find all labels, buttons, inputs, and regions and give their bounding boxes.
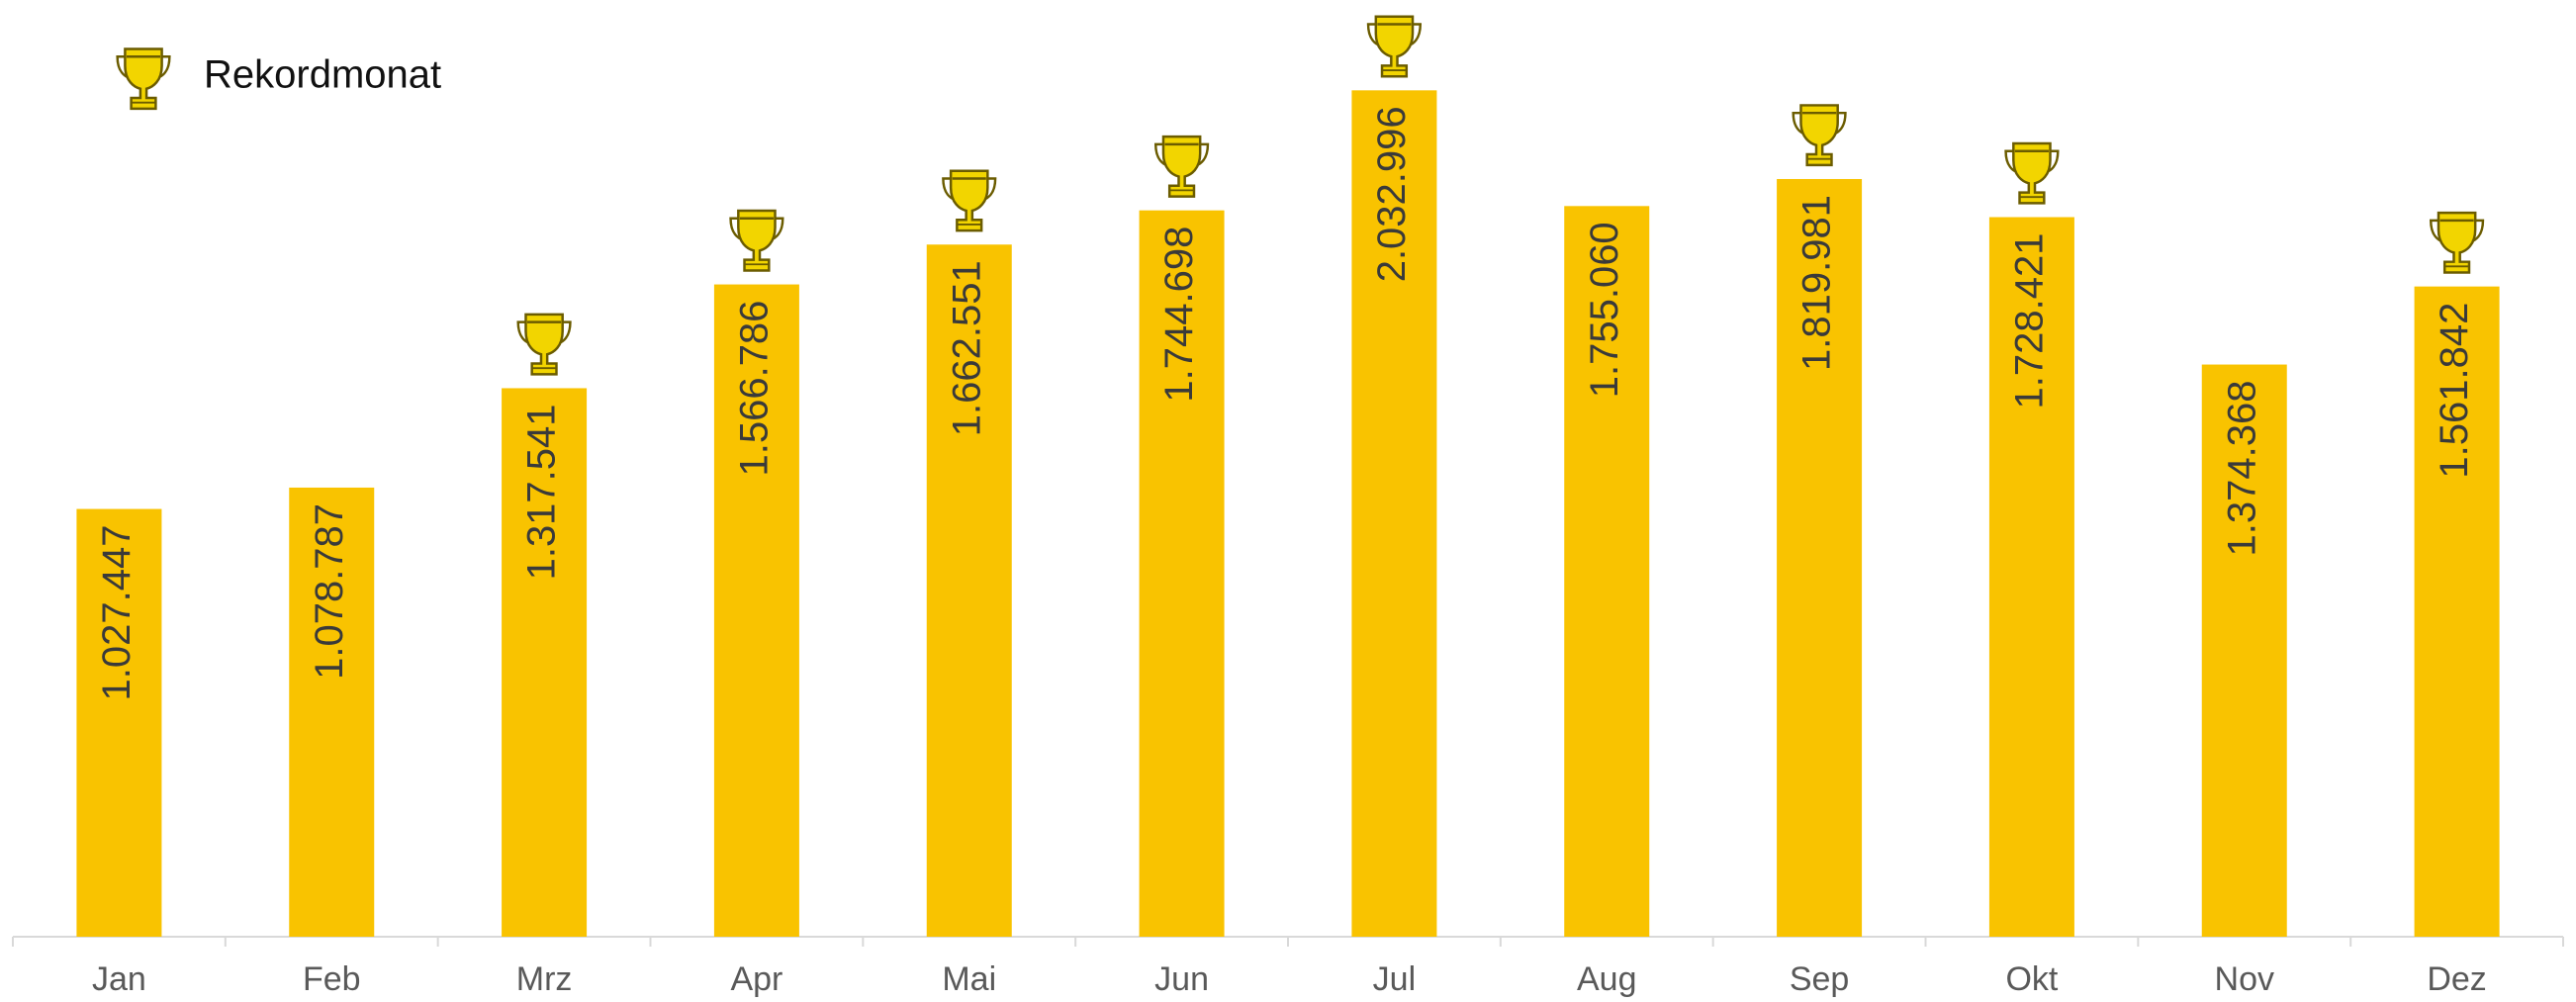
bar	[1351, 90, 1437, 937]
x-tick-label: Feb	[303, 960, 361, 998]
x-tick-label: Jul	[1373, 960, 1416, 998]
record-trophy	[942, 169, 997, 232]
value-label: 1.744.698	[1157, 227, 1201, 403]
bar	[2414, 286, 2500, 937]
bar	[502, 388, 588, 937]
bar	[1988, 217, 2074, 938]
bar	[1564, 206, 1650, 937]
x-tick-label: Apr	[730, 960, 782, 998]
value-label: 1.819.981	[1795, 195, 1839, 371]
x-tick-label: Dez	[2427, 960, 2486, 998]
value-label: 1.662.551	[945, 260, 988, 436]
record-trophy	[2004, 141, 2060, 205]
x-tick-label: Sep	[1790, 960, 1850, 998]
x-tick-label: Jun	[1154, 960, 1209, 998]
record-trophy	[516, 313, 572, 376]
x-tick-label: Nov	[2215, 960, 2274, 998]
value-label: 1.027.447	[95, 525, 138, 701]
x-tick-label: Aug	[1577, 960, 1637, 998]
value-label: 1.317.541	[520, 404, 564, 580]
bar	[76, 508, 162, 937]
legend-label: Rekordmonat	[204, 53, 441, 97]
record-trophy	[1366, 15, 1423, 78]
record-trophy	[2429, 211, 2485, 274]
value-label: 1.374.368	[2220, 381, 2263, 557]
bar	[1139, 210, 1225, 937]
value-label: 1.755.060	[1583, 222, 1626, 398]
bar	[926, 244, 1012, 938]
legend-icon	[116, 47, 171, 111]
value-label: 1.566.786	[732, 301, 776, 477]
x-tick-label: Mrz	[516, 960, 573, 998]
x-tick-label: Jan	[92, 960, 146, 998]
x-tick-label: Okt	[2005, 960, 2058, 998]
value-label: 1.078.787	[308, 503, 351, 680]
value-label: 2.032.996	[1370, 106, 1414, 282]
bar	[289, 487, 375, 937]
record-trophy	[1792, 104, 1847, 167]
record-trophy	[1153, 135, 1210, 198]
x-tick-label: Mai	[942, 960, 996, 998]
value-label: 1.561.842	[2433, 303, 2476, 479]
record-trophy	[729, 209, 784, 272]
value-label: 1.728.421	[2007, 233, 2051, 410]
bar	[2201, 364, 2287, 937]
bar	[1777, 178, 1863, 937]
bar	[713, 284, 799, 937]
